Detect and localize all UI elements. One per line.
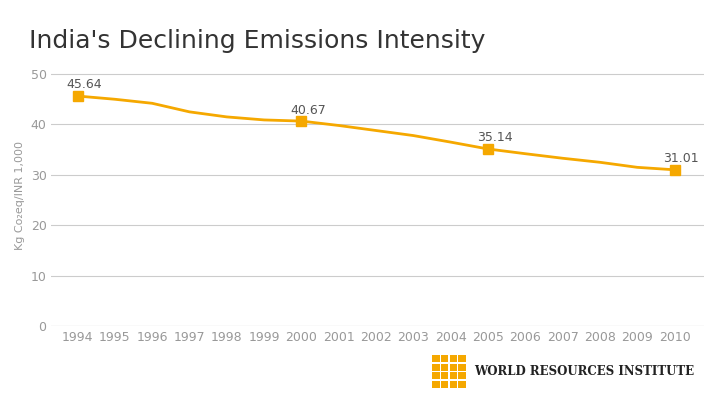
Bar	[433, 381, 440, 388]
Bar	[450, 372, 457, 379]
Bar	[441, 355, 449, 362]
Text: 45.64: 45.64	[66, 78, 102, 91]
Bar	[459, 355, 466, 362]
Bar	[459, 364, 466, 371]
Bar	[433, 364, 440, 371]
Bar	[459, 372, 466, 379]
Text: 35.14: 35.14	[477, 131, 513, 144]
Y-axis label: Kg Co₂eq/INR 1,000: Kg Co₂eq/INR 1,000	[15, 141, 25, 250]
Bar	[433, 355, 440, 362]
Bar	[441, 364, 449, 371]
Bar	[450, 355, 457, 362]
Bar	[450, 381, 457, 388]
Text: WORLD RESOURCES INSTITUTE: WORLD RESOURCES INSTITUTE	[474, 365, 694, 378]
Text: 40.67: 40.67	[290, 104, 326, 117]
Bar	[441, 372, 449, 379]
Text: 31.01: 31.01	[663, 152, 699, 165]
Bar	[450, 364, 457, 371]
Bar	[433, 372, 440, 379]
Bar	[441, 381, 449, 388]
Bar	[459, 381, 466, 388]
Text: India's Declining Emissions Intensity: India's Declining Emissions Intensity	[29, 29, 485, 53]
